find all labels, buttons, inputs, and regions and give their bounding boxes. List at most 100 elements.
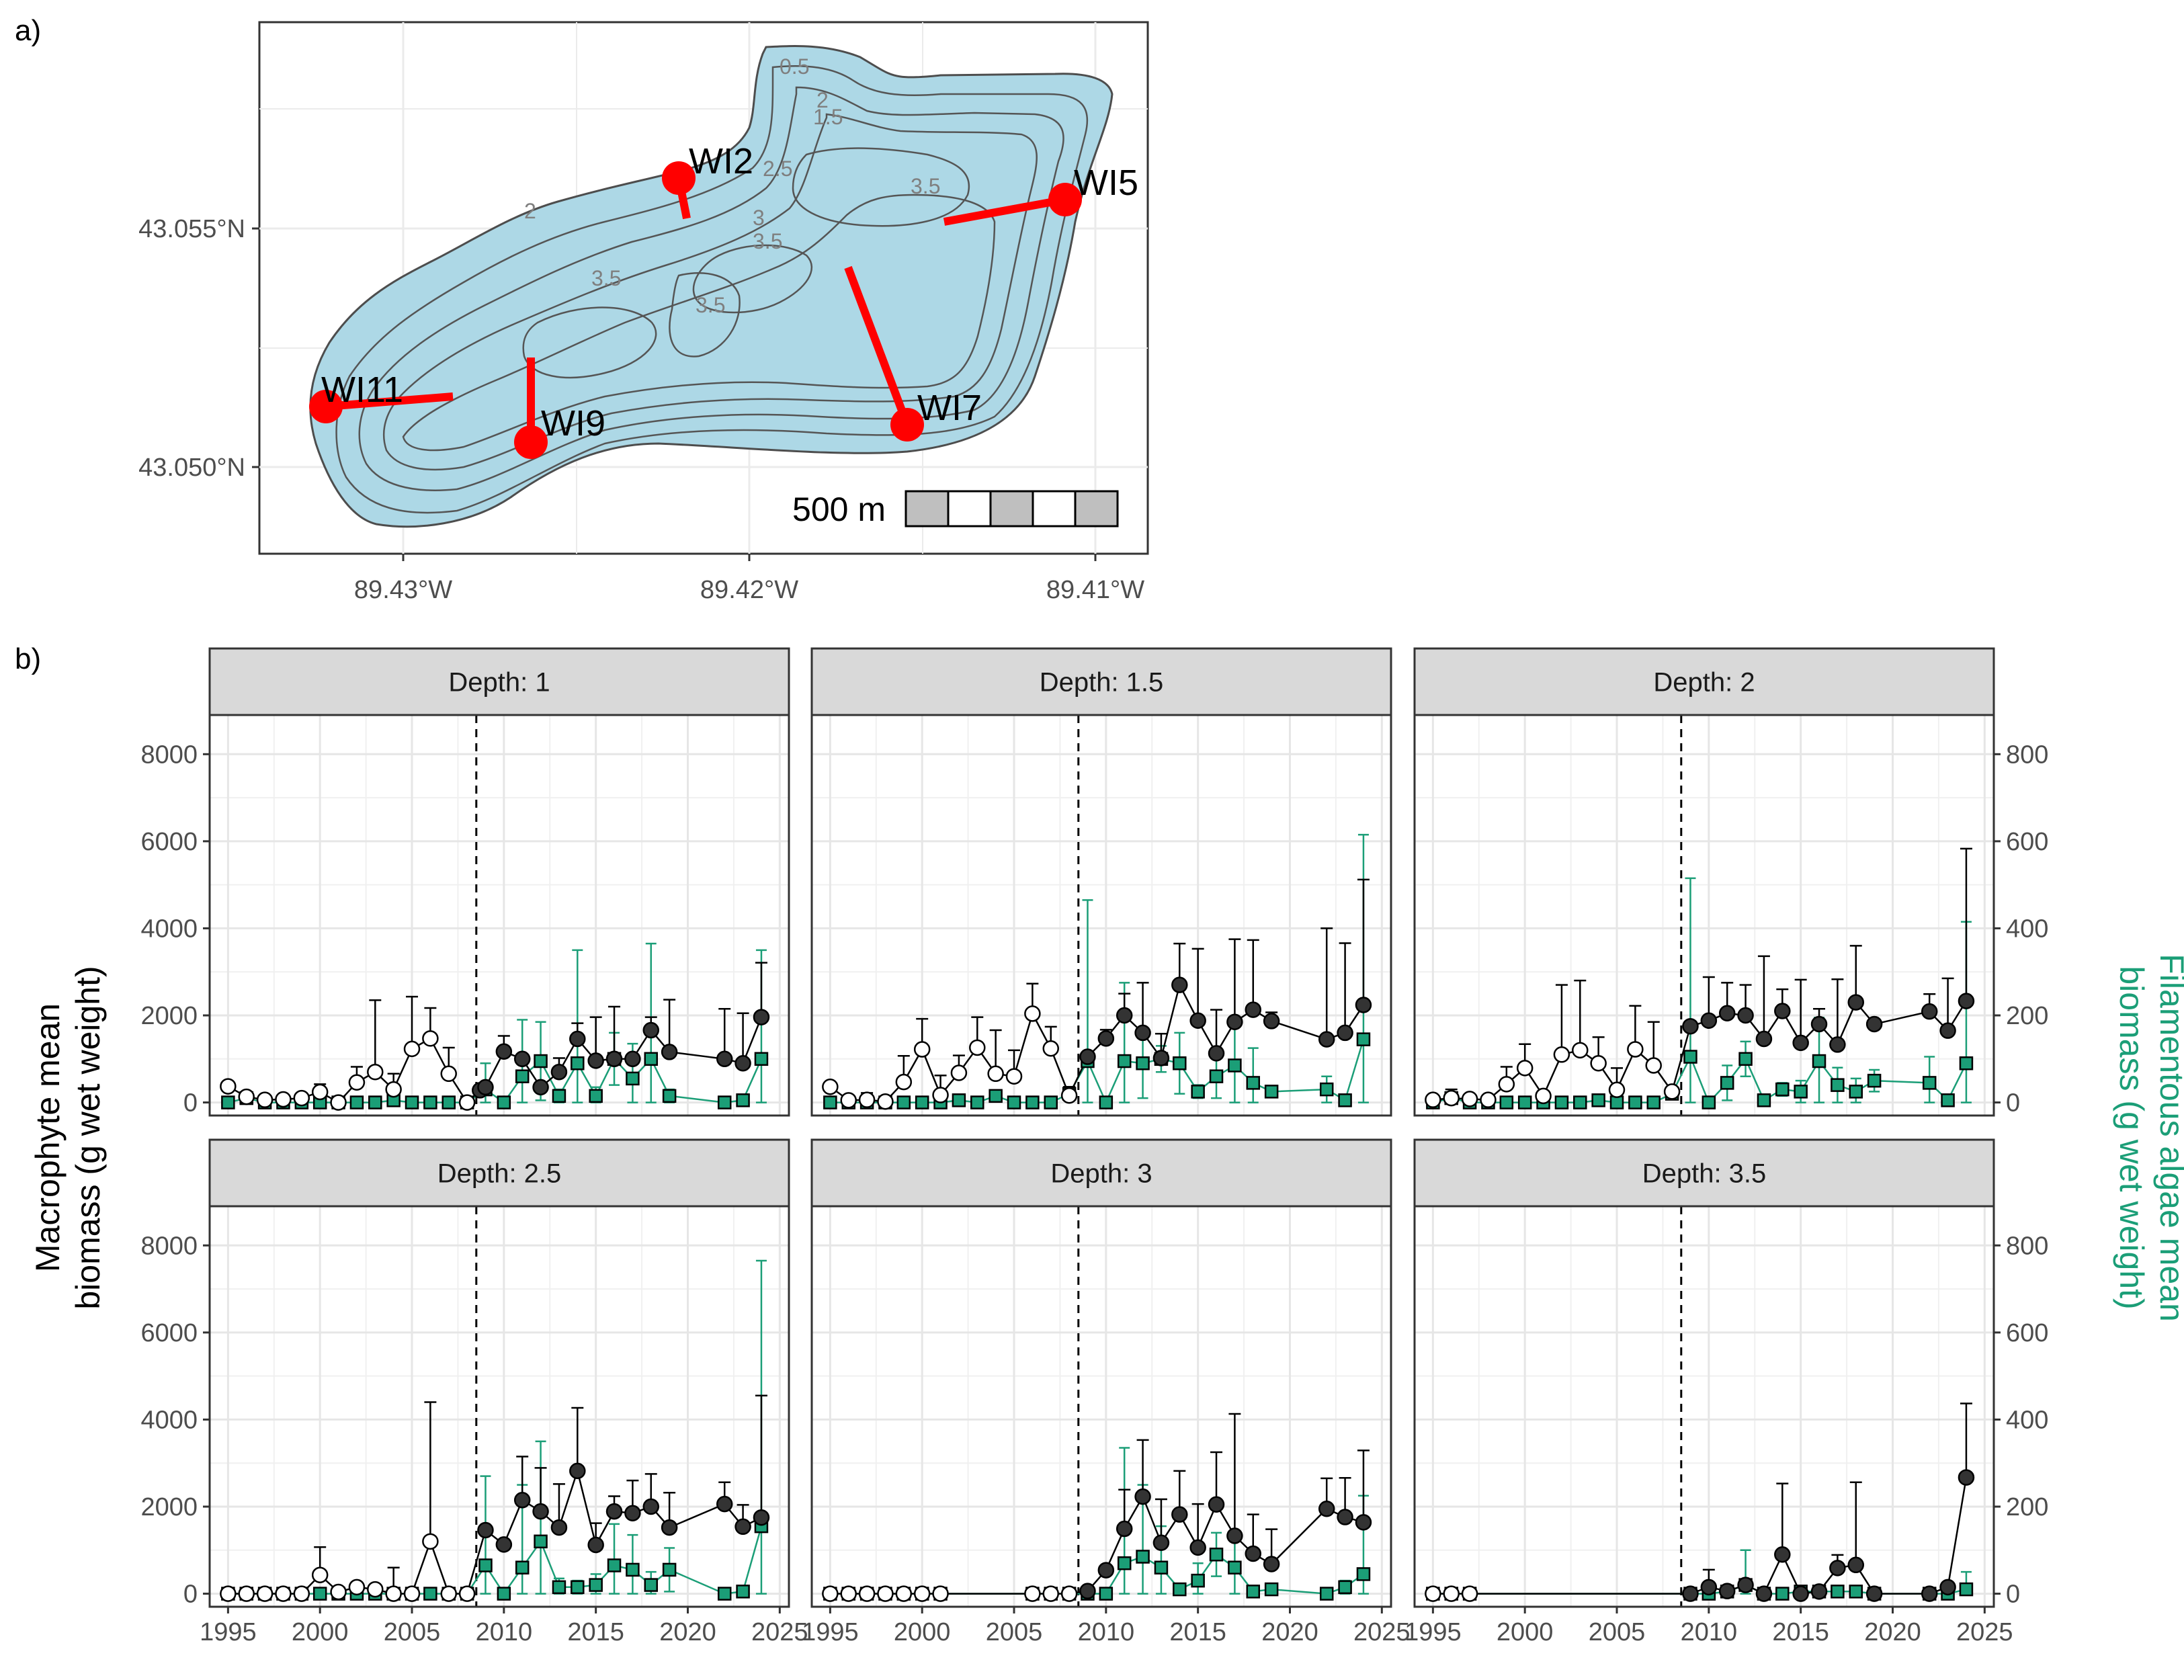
- macrophyte-point: [403, 1585, 421, 1602]
- algae-point: [1738, 1052, 1753, 1066]
- algae-point: [589, 1089, 603, 1103]
- x-tick-label: 2020: [659, 1618, 716, 1646]
- macrophyte-point: [1263, 1556, 1280, 1572]
- macrophyte-point: [753, 1009, 770, 1025]
- macrophyte-series-line: [228, 1468, 762, 1595]
- svg-text:2: 2: [524, 199, 536, 223]
- macrophyte-point: [385, 1081, 402, 1098]
- macrophyte-point: [734, 1518, 751, 1536]
- algae-point: [1228, 1058, 1242, 1073]
- macrophyte-point: [1425, 1091, 1441, 1108]
- facet-panel: Depth: 2.5 0 2000 4000 6000 8000 1995 2000 2005 2…: [140, 1138, 808, 1646]
- algae-point: [1646, 1095, 1661, 1109]
- transect-wi11: [325, 392, 454, 411]
- svg-text:3.5: 3.5: [696, 293, 725, 317]
- scale-bar: 500 m: [792, 490, 1119, 528]
- macrophyte-point: [367, 1581, 384, 1598]
- algae-point: [1319, 1082, 1334, 1097]
- macrophyte-point: [569, 1030, 586, 1048]
- macrophyte-point: [275, 1091, 292, 1108]
- macrophyte-point: [753, 1509, 770, 1526]
- macrophyte-point: [1737, 1577, 1754, 1593]
- y-right-tick-label: 200: [2006, 1002, 2048, 1030]
- algae-point: [662, 1089, 677, 1103]
- macrophyte-point: [1939, 1022, 1956, 1039]
- macrophyte-point: [877, 1585, 894, 1602]
- macrophyte-point: [1939, 1579, 1956, 1596]
- macrophyte-point: [1553, 1046, 1570, 1063]
- map-lat-label: 43.055°N: [138, 215, 245, 243]
- site-label-wi7: WI7: [917, 388, 982, 428]
- algae-point: [1922, 1076, 1937, 1090]
- algae-point: [626, 1562, 640, 1577]
- macrophyte-point: [1042, 1585, 1059, 1602]
- macrophyte-point: [1737, 1007, 1754, 1024]
- algae-point: [754, 1052, 769, 1066]
- algae-point: [405, 1095, 419, 1109]
- algae-point: [1191, 1085, 1205, 1099]
- facet-panel: Depth: 3 1995 2000 2005 2010 2015 2020 2025: [802, 1138, 1411, 1646]
- algae-point: [1228, 1560, 1242, 1574]
- site-marker-wi5: [1048, 183, 1082, 216]
- algae-point: [1775, 1082, 1790, 1097]
- algae-point: [823, 1095, 837, 1109]
- macrophyte-point: [661, 1519, 678, 1536]
- macrophyte-point: [1590, 1055, 1607, 1072]
- macrophyte-point: [440, 1065, 457, 1083]
- macrophyte-point: [1847, 1556, 1865, 1574]
- map-lon-label: 89.41°W: [1046, 576, 1144, 604]
- algae-point: [1209, 1069, 1224, 1083]
- macrophyte-point: [513, 1050, 531, 1068]
- map-lon-label: 89.43°W: [354, 576, 452, 604]
- contour-labels: 0.5 1.5 2 2.5 3 3.5 3.5 3.5 3.5 2: [524, 54, 940, 317]
- macrophyte-point: [1005, 1068, 1023, 1085]
- macrophyte-point: [220, 1585, 237, 1602]
- lake-shoreline: [309, 45, 1114, 528]
- x-tick-label: 2005: [1589, 1618, 1646, 1646]
- macrophyte-point: [1755, 1585, 1773, 1602]
- y-left-tick-label: 6000: [140, 1319, 198, 1347]
- panel-a-tag: a): [15, 14, 41, 47]
- macrophyte-point: [1189, 1539, 1206, 1556]
- macrophyte-point: [1337, 1509, 1353, 1525]
- site-label-wi5: WI5: [1074, 163, 1138, 203]
- algae-point: [1831, 1585, 1845, 1599]
- macrophyte-point: [858, 1585, 876, 1602]
- algae-point: [607, 1558, 622, 1572]
- macrophyte-point: [1774, 1546, 1791, 1563]
- macrophyte-point: [293, 1089, 310, 1107]
- macrophyte-point: [1337, 1024, 1353, 1042]
- algae-point: [626, 1071, 640, 1086]
- macrophyte-point: [1226, 1527, 1243, 1544]
- macrophyte-point: [1097, 1030, 1115, 1047]
- macrophyte-point: [1263, 1013, 1280, 1030]
- algae-point: [662, 1562, 677, 1577]
- macrophyte-series-line: [1433, 1000, 1968, 1101]
- macrophyte-point: [1608, 1081, 1626, 1099]
- macrophyte-point: [1682, 1017, 1699, 1035]
- svg-text:2.5: 2.5: [763, 157, 792, 181]
- map-lat-label: 43.050°N: [138, 454, 245, 482]
- algae-point: [1591, 1093, 1605, 1107]
- algae-point: [1831, 1078, 1845, 1092]
- map-axis-ticks: [252, 227, 1097, 561]
- svg-text:3.5: 3.5: [753, 229, 782, 253]
- facet-strip: [1413, 647, 1995, 716]
- site-label-wi2: WI2: [689, 141, 753, 181]
- algae-point: [1941, 1093, 1955, 1107]
- x-tick-label: 1995: [200, 1618, 257, 1646]
- macrophyte-point: [932, 1087, 949, 1103]
- macrophyte-point: [1152, 1534, 1170, 1552]
- x-tick-label: 2025: [1956, 1618, 2013, 1646]
- macrophyte-point: [1134, 1024, 1151, 1042]
- macrophyte-point: [1189, 1012, 1206, 1030]
- macrophyte-point: [1024, 1005, 1041, 1022]
- algae-point: [1173, 1056, 1187, 1070]
- panel-border: [810, 714, 1392, 1117]
- macrophyte-point: [1958, 993, 1975, 1009]
- lake-map: 0.5 1.5 2 2.5 3 3.5 3.5 3.5 3.5 2 WI2: [138, 21, 1149, 604]
- y-right-tick-label: 200: [2006, 1493, 2048, 1521]
- algae-point: [1849, 1585, 1863, 1599]
